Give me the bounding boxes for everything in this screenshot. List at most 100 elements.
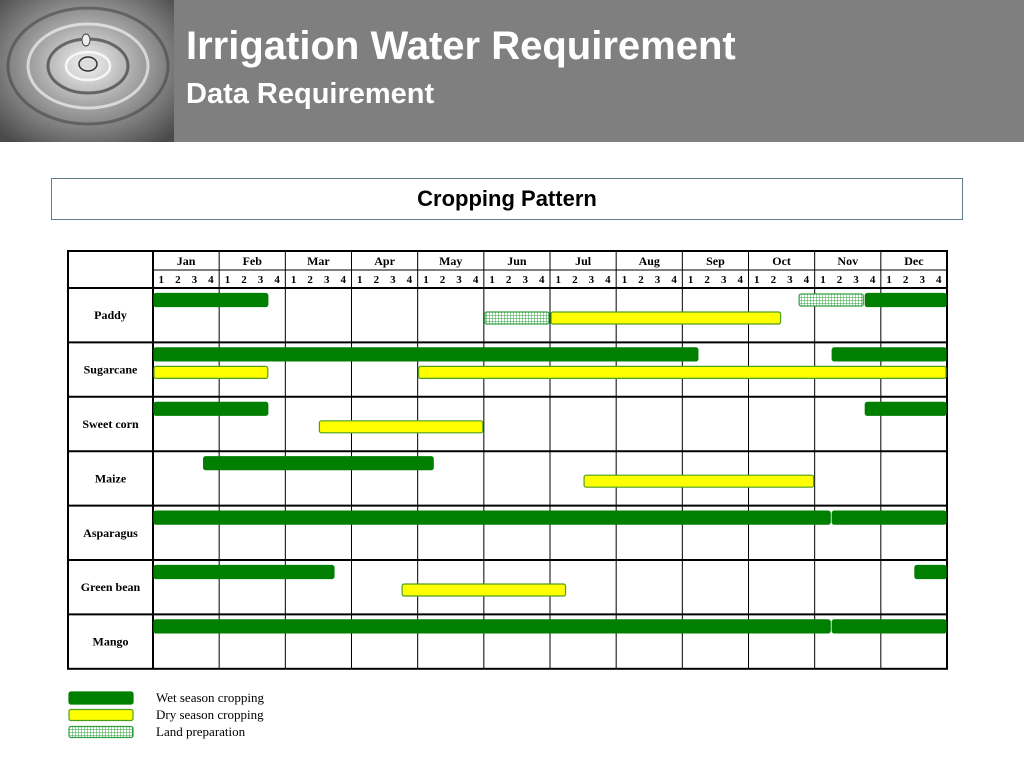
week-label: 1 [622, 274, 628, 286]
crop-label-maize: Maize [95, 471, 127, 485]
crop-label-asparagus: Asparagus [83, 526, 138, 540]
month-label-aug: Aug [639, 254, 660, 268]
week-label: 3 [589, 274, 595, 286]
crop-label-green-bean: Green bean [81, 580, 141, 594]
week-label: 2 [506, 274, 512, 286]
week-label: 2 [374, 274, 380, 286]
month-label-apr: Apr [374, 254, 395, 268]
crop-label-paddy: Paddy [94, 308, 127, 322]
week-label: 3 [258, 274, 264, 286]
week-label: 1 [225, 274, 231, 286]
week-label: 2 [837, 274, 843, 286]
week-label: 4 [340, 274, 346, 286]
week-label: 3 [787, 274, 793, 286]
month-label-may: May [439, 254, 462, 268]
dry-bar [318, 420, 484, 434]
week-label: 1 [423, 274, 429, 286]
week-label: 2 [771, 274, 777, 286]
week-label: 2 [175, 274, 181, 286]
week-label: 1 [688, 274, 694, 286]
dry-bar [418, 365, 947, 379]
wet-bar [153, 564, 335, 580]
week-label: 2 [440, 274, 446, 286]
dry-bar [583, 474, 815, 488]
month-label-oct: Oct [772, 254, 791, 268]
wet-bar [864, 292, 947, 308]
week-label: 1 [489, 274, 495, 286]
legend-swatch-wet [68, 691, 134, 705]
week-label: 4 [208, 274, 214, 286]
week-label: 3 [919, 274, 925, 286]
week-label: 3 [522, 274, 528, 286]
month-label-mar: Mar [307, 254, 330, 268]
chart-frame [67, 250, 948, 670]
wet-bar [203, 456, 434, 471]
wet-bar [831, 347, 947, 362]
crop-label-mango: Mango [93, 635, 129, 649]
month-label-jun: Jun [507, 254, 527, 268]
header-bar: Irrigation Water Requirement Data Requir… [0, 0, 1024, 142]
week-label: 3 [390, 274, 396, 286]
legend-swatch-land [68, 725, 134, 739]
week-label: 3 [655, 274, 661, 286]
week-label: 1 [291, 274, 297, 286]
wet-bar [831, 510, 947, 525]
week-label: 4 [870, 274, 876, 286]
week-label: 2 [903, 274, 909, 286]
wet-bar [153, 401, 269, 416]
month-label-feb: Feb [243, 254, 263, 268]
wet-bar [864, 401, 947, 416]
week-label: 2 [307, 274, 313, 286]
wet-bar [153, 510, 831, 525]
page-title: Irrigation Water Requirement [186, 24, 736, 68]
legend-label-dry: Dry season cropping [156, 707, 264, 722]
land-bar [484, 311, 550, 325]
week-label: 3 [324, 274, 330, 286]
week-label: 3 [456, 274, 462, 286]
week-label: 4 [407, 274, 413, 286]
legend-label-wet: Wet season cropping [156, 690, 264, 705]
wet-bar [153, 292, 269, 308]
dry-bar [550, 311, 782, 325]
week-label: 1 [357, 274, 363, 286]
week-label: 3 [192, 274, 198, 286]
week-label: 4 [936, 274, 942, 286]
section-title-box: Cropping Pattern [51, 178, 963, 220]
week-label: 4 [737, 274, 743, 286]
week-label: 4 [671, 274, 677, 286]
land-bar [798, 293, 864, 307]
week-label: 2 [638, 274, 644, 286]
week-label: 4 [473, 274, 479, 286]
page-subtitle: Data Requirement [186, 78, 435, 110]
week-label: 1 [159, 274, 165, 286]
week-label: 1 [820, 274, 826, 286]
week-label: 4 [605, 274, 611, 286]
wet-bar [831, 619, 947, 634]
wet-bar [153, 619, 831, 634]
month-label-sep: Sep [706, 254, 725, 268]
week-label: 2 [241, 274, 247, 286]
week-label: 2 [572, 274, 578, 286]
week-label: 1 [754, 274, 760, 286]
month-label-jan: Jan [177, 254, 196, 268]
legend-label-land: Land preparation [156, 724, 246, 739]
month-label-jul: Jul [575, 254, 592, 268]
dry-bar [401, 583, 567, 597]
week-label: 4 [274, 274, 280, 286]
week-label: 3 [853, 274, 859, 286]
week-label: 2 [704, 274, 710, 286]
week-label: 1 [556, 274, 562, 286]
month-label-nov: Nov [837, 254, 858, 268]
crop-label-sugarcane: Sugarcane [84, 363, 138, 377]
wet-bar [153, 347, 699, 362]
wet-bar [914, 564, 947, 580]
week-label: 1 [886, 274, 892, 286]
week-label: 4 [539, 274, 545, 286]
section-title: Cropping Pattern [417, 186, 597, 211]
water-drop-photo [0, 0, 174, 142]
dry-bar [153, 365, 269, 379]
week-label: 4 [804, 274, 810, 286]
legend-swatch-dry [68, 708, 134, 722]
month-label-dec: Dec [904, 254, 924, 268]
